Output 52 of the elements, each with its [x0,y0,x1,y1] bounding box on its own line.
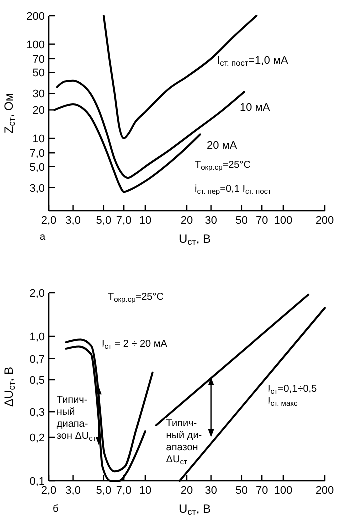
y-tick-label: 0,2 [30,432,45,444]
annotation: Типич- ный диапа- зон ΔU$_{ст}$ [56,395,97,444]
x-tick-label: 3,0 [66,215,81,227]
x-tick-label: 20 [180,215,194,227]
x-tick-label: 2,0 [41,215,57,227]
x-tick-label: 10 [139,485,152,497]
y-tick-label: 0,5 [30,375,45,387]
y-tick-label: 5,0 [30,162,45,174]
y-tick-label: 2,0 [30,288,45,300]
x-tick-label: 3,0 [66,485,81,497]
y-tick-label: 70 [32,54,45,66]
x-tick-label: 7,0 [116,485,132,497]
annotation: T$_{окр.ср}$=25°C [195,160,251,172]
text: б [53,504,59,515]
text: а [40,232,46,243]
x-tick-label: 100 [274,215,293,227]
x-tick-label: 200 [316,485,334,497]
y-tick-label: 50 [32,68,45,80]
x-tick-label: 70 [256,485,268,497]
x-tick-label: 30 [205,485,218,497]
annotation: i$_{ст. пер}$=0,1 I$_{ст. пост}$ [195,184,272,196]
series-label: 20 мА [207,140,238,152]
x-tick-label: 70 [256,215,268,227]
y-tick-label: 30 [32,88,45,101]
y-tick-label: 0,1 [30,476,45,488]
y-tick-label: 10 [32,134,45,146]
y-tick-label: 0,3 [30,407,45,420]
series-label: I$_{ст. пост}$=1,0 мА [217,55,289,68]
y-tick-label: 1,0 [30,332,45,344]
x-tick-label: 200 [316,215,334,227]
x-axis-title: U$_{ст}$, В [179,232,211,248]
y-tick-label: 200 [26,11,45,23]
x-tick-label: 5,0 [96,485,112,497]
y-tick-label: 20 [32,105,45,118]
y-tick-label: 7,0 [30,148,45,160]
x-tick-label: 20 [180,485,194,497]
annotation: I$_{ст}$ = 2 ÷ 20 мА [102,339,168,351]
annotation: Типич- ный ди- апазон ΔU$_{ст}$ [166,418,202,466]
annotation: T$_{окр.ср}$=25°C [108,292,164,304]
x-tick-label: 10 [139,215,152,227]
x-tick-label: 30 [205,215,218,227]
y-tick-label: 100 [26,39,45,52]
x-tick-label: 5,0 [96,215,112,227]
x-tick-label: 2,0 [41,485,57,497]
x-tick-label: 50 [236,485,248,497]
x-tick-label: 100 [274,485,293,497]
series-label: 10 мА [240,102,271,114]
x-tick-label: 7,0 [116,215,132,227]
y-tick-label: 0,7 [30,354,45,366]
x-axis-title: U$_{ст}$, В [179,502,211,518]
x-tick-label: 50 [236,215,248,227]
y-tick-label: 3,0 [30,182,45,195]
